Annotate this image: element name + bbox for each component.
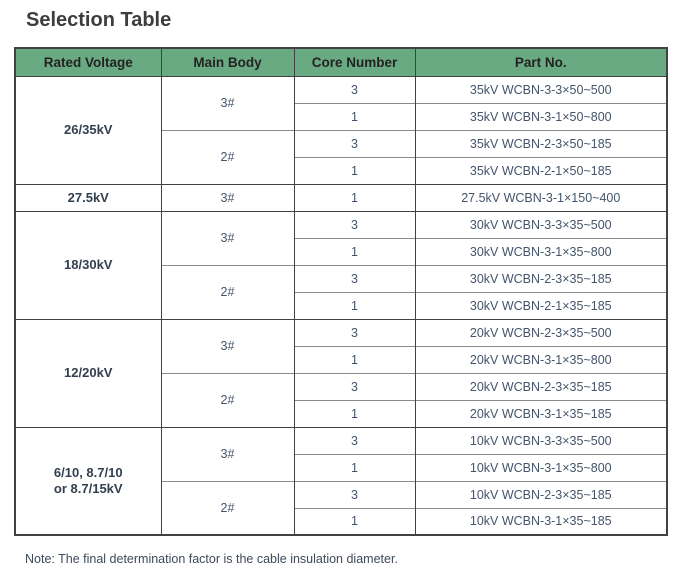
part-no-cell: 20kV WCBN-3-1×35~185 xyxy=(414,399,667,427)
voltage-cell: 12/20kV xyxy=(14,318,161,427)
table-row: 1 30kV WCBN-3-1×35~800 xyxy=(15,237,667,265)
table-row: 26/35kV 3# 3 35kV WCBN-3-3×50~500 xyxy=(14,75,667,184)
table-row: 1 30kV WCBN-2-1×35~185 xyxy=(15,291,667,319)
column-header-core-number: Core Number xyxy=(293,48,415,77)
core-number-cell: 3 xyxy=(293,372,415,400)
core-number-cell: 1 xyxy=(293,102,415,130)
part-no-cell: 35kV WCBN-2-3×50~185 xyxy=(414,129,667,157)
voltage-cell: 27.5kV xyxy=(14,183,161,211)
voltage-line-2: or 8.7/15kV xyxy=(53,480,123,496)
table-row: 12/20kV 3# 3 20kV WCBN-2-3×35~500 xyxy=(14,318,667,427)
main-body-cell: 2# xyxy=(160,480,294,535)
part-no-cell: 20kV WCBN-3-1×35~800 xyxy=(414,345,667,373)
note-text: Note: The final determination factor is … xyxy=(25,552,398,566)
part-no-cell: 20kV WCBN-2-3×35~500 xyxy=(414,318,667,346)
core-number-cell: 3 xyxy=(293,129,415,157)
core-number-cell: 1 xyxy=(293,453,415,481)
core-number-cell: 1 xyxy=(293,156,415,184)
part-no-cell: 27.5kV WCBN-3-1×150~400 xyxy=(414,183,667,211)
part-no-cell: 35kV WCBN-2-1×50~185 xyxy=(414,156,667,184)
main-body-cell: 2# xyxy=(160,372,294,427)
table-row: 18/30kV 3# 3 30kV WCBN-3-3×35~500 xyxy=(14,210,667,319)
core-number-cell: 1 xyxy=(293,507,415,535)
core-number-cell: 1 xyxy=(293,183,415,211)
core-number-cell: 1 xyxy=(293,291,415,319)
table-row: 1 35kV WCBN-2-1×50~185 xyxy=(15,156,667,184)
main-body-cell: 3# xyxy=(160,426,294,481)
table-row: 1 10kV WCBN-3-1×35~185 xyxy=(15,507,667,535)
voltage-cell: 6/10, 8.7/10 or 8.7/15kV xyxy=(14,426,161,535)
core-number-cell: 1 xyxy=(293,237,415,265)
table-row: 1 20kV WCBN-3-1×35~800 xyxy=(15,345,667,373)
column-header-main-body: Main Body xyxy=(160,48,294,77)
part-no-cell: 35kV WCBN-3-3×50~500 xyxy=(414,75,667,103)
voltage-cell: 26/35kV xyxy=(14,75,161,184)
part-no-cell: 30kV WCBN-3-3×35~500 xyxy=(414,210,667,238)
column-header-rated-voltage: Rated Voltage xyxy=(14,48,161,77)
core-number-cell: 3 xyxy=(293,318,415,346)
table-row: 6/10, 8.7/10 or 8.7/15kV 3# 3 10kV WCBN-… xyxy=(14,426,667,535)
core-number-cell: 3 xyxy=(293,480,415,508)
core-number-cell: 1 xyxy=(293,399,415,427)
table-row: 1 10kV WCBN-3-1×35~800 xyxy=(15,453,667,481)
core-number-cell: 3 xyxy=(293,210,415,238)
part-no-cell: 10kV WCBN-3-3×35~500 xyxy=(414,426,667,454)
part-no-cell: 30kV WCBN-2-1×35~185 xyxy=(414,291,667,319)
voltage-line-1: 6/10, 8.7/10 xyxy=(53,464,123,480)
header-row: Rated Voltage Main Body Core Number Part… xyxy=(14,48,667,77)
table-row: 2# 3 20kV WCBN-2-3×35~185 xyxy=(15,372,667,427)
table-row: 2# 3 10kV WCBN-2-3×35~185 xyxy=(15,480,667,535)
part-no-cell: 10kV WCBN-3-1×35~185 xyxy=(414,507,667,535)
voltage-cell: 18/30kV xyxy=(14,210,161,319)
table-row: 2# 3 35kV WCBN-2-3×50~185 xyxy=(15,129,667,184)
core-number-cell: 3 xyxy=(293,75,415,103)
part-no-cell: 30kV WCBN-2-3×35~185 xyxy=(414,264,667,292)
table-row: 1 35kV WCBN-3-1×50~800 xyxy=(15,102,667,130)
column-header-part-no: Part No. xyxy=(414,48,667,77)
part-no-cell: 10kV WCBN-3-1×35~800 xyxy=(414,453,667,481)
main-body-cell: 3# xyxy=(160,183,294,211)
core-number-cell: 3 xyxy=(293,426,415,454)
main-body-cell: 3# xyxy=(160,75,294,130)
part-no-cell: 35kV WCBN-3-1×50~800 xyxy=(414,102,667,130)
part-no-cell: 30kV WCBN-3-1×35~800 xyxy=(414,237,667,265)
table-row: 2# 3 30kV WCBN-2-3×35~185 xyxy=(15,264,667,319)
main-body-cell: 2# xyxy=(160,129,294,184)
core-number-cell: 1 xyxy=(293,345,415,373)
main-body-cell: 2# xyxy=(160,264,294,319)
main-body-cell: 3# xyxy=(160,210,294,265)
page-title: Selection Table xyxy=(26,9,172,31)
table-row: 27.5kV 3# 1 27.5kV WCBN-3-1×150~400 xyxy=(14,183,667,211)
part-no-cell: 20kV WCBN-2-3×35~185 xyxy=(414,372,667,400)
core-number-cell: 3 xyxy=(293,264,415,292)
main-body-cell: 3# xyxy=(160,318,294,373)
table-row: 1 20kV WCBN-3-1×35~185 xyxy=(15,399,667,427)
part-no-cell: 10kV WCBN-2-3×35~185 xyxy=(414,480,667,508)
selection-table: Rated Voltage Main Body Core Number Part… xyxy=(14,47,668,536)
